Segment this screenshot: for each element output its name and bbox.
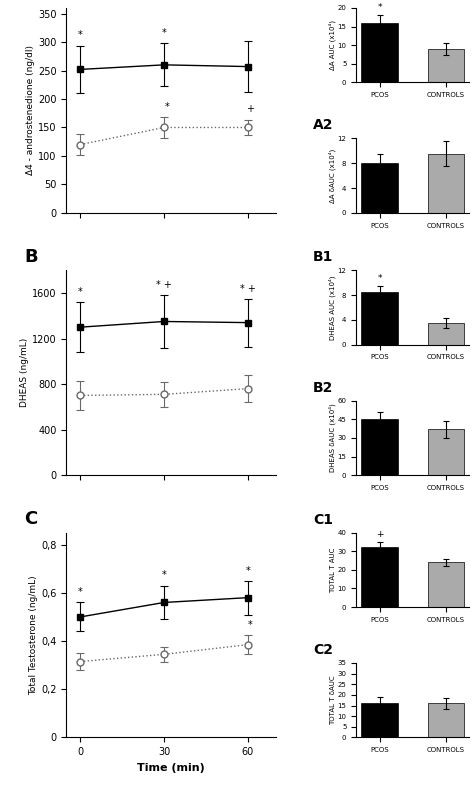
Text: C2: C2 <box>313 643 333 657</box>
Bar <box>428 154 464 213</box>
Text: C1: C1 <box>313 512 333 527</box>
X-axis label: Time (min): Time (min) <box>137 763 205 772</box>
Text: A1: A1 <box>313 0 334 2</box>
Text: +: + <box>376 530 383 539</box>
Y-axis label: ΔA AUC (x10⁴): ΔA AUC (x10⁴) <box>328 20 336 71</box>
Y-axis label: TOTAL T AUC: TOTAL T AUC <box>330 547 336 592</box>
Text: *: * <box>78 30 82 40</box>
Y-axis label: ΔA δAUC (x10⁴): ΔA δAUC (x10⁴) <box>328 148 336 203</box>
Bar <box>361 163 398 213</box>
Y-axis label: DHEAS (ng/mL): DHEAS (ng/mL) <box>20 338 29 408</box>
Bar <box>361 23 398 82</box>
Bar <box>428 703 464 737</box>
Text: *: * <box>162 28 166 38</box>
Y-axis label: TOTAL T δAUC: TOTAL T δAUC <box>330 676 336 725</box>
Bar <box>361 547 398 607</box>
Text: +: + <box>246 105 255 114</box>
Text: B: B <box>25 248 38 266</box>
Text: *: * <box>78 287 82 297</box>
Bar <box>428 429 464 475</box>
Y-axis label: DHEAS δAUC (x10⁴): DHEAS δAUC (x10⁴) <box>328 404 336 473</box>
Text: * +: * + <box>156 280 172 290</box>
Text: *: * <box>377 3 382 13</box>
Bar <box>361 703 398 737</box>
Text: *: * <box>377 274 382 283</box>
Text: *: * <box>78 588 82 597</box>
Y-axis label: Δ4 - androstenedione (ng/dl): Δ4 - androstenedione (ng/dl) <box>26 45 35 175</box>
Text: B1: B1 <box>313 251 334 264</box>
Y-axis label: Total Testosterone (ng/mL): Total Testosterone (ng/mL) <box>29 575 38 695</box>
Text: * +: * + <box>240 284 255 293</box>
Text: *: * <box>248 620 253 630</box>
Bar <box>428 49 464 82</box>
Text: A: A <box>25 0 38 4</box>
Text: *: * <box>164 102 169 112</box>
Text: *: * <box>162 570 166 580</box>
Text: C: C <box>25 511 38 528</box>
Text: *: * <box>246 565 250 576</box>
Text: A2: A2 <box>313 118 334 132</box>
Y-axis label: DHEAS AUC (x10⁴): DHEAS AUC (x10⁴) <box>328 275 336 339</box>
Text: B2: B2 <box>313 381 334 395</box>
Bar <box>361 419 398 475</box>
Bar <box>428 562 464 607</box>
Bar <box>428 323 464 345</box>
Bar <box>361 292 398 345</box>
